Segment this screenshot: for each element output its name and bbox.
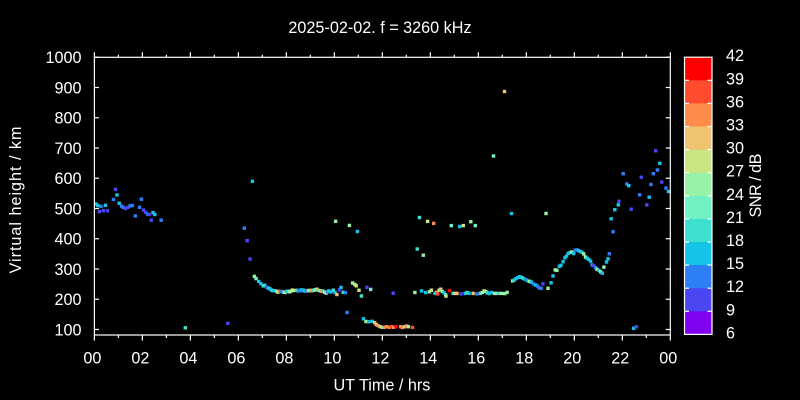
svg-text:12: 12 — [726, 278, 744, 296]
svg-text:10: 10 — [323, 350, 341, 368]
svg-text:18: 18 — [726, 232, 744, 250]
svg-text:800: 800 — [54, 110, 81, 128]
svg-text:9: 9 — [726, 301, 735, 319]
svg-text:1000: 1000 — [45, 49, 81, 67]
svg-text:06: 06 — [227, 350, 245, 368]
svg-text:00: 00 — [659, 350, 677, 368]
svg-text:36: 36 — [726, 93, 744, 111]
svg-text:02: 02 — [131, 350, 149, 368]
svg-text:39: 39 — [726, 70, 744, 88]
svg-text:18: 18 — [515, 350, 533, 368]
svg-text:SNR / dB: SNR / dB — [747, 154, 765, 218]
svg-text:22: 22 — [611, 350, 629, 368]
svg-text:00: 00 — [83, 350, 101, 368]
svg-text:100: 100 — [54, 321, 81, 339]
svg-text:20: 20 — [563, 350, 581, 368]
svg-text:30: 30 — [726, 140, 744, 158]
svg-text:200: 200 — [54, 291, 81, 309]
svg-text:04: 04 — [179, 350, 197, 368]
svg-text:33: 33 — [726, 117, 744, 135]
svg-text:24: 24 — [726, 186, 744, 204]
svg-text:900: 900 — [54, 79, 81, 97]
svg-text:15: 15 — [726, 255, 744, 273]
svg-text:400: 400 — [54, 231, 81, 249]
svg-text:42: 42 — [726, 47, 744, 65]
svg-text:500: 500 — [54, 200, 81, 218]
svg-text:700: 700 — [54, 140, 81, 158]
svg-text:2025-02-02. f = 3260 kHz: 2025-02-02. f = 3260 kHz — [288, 19, 471, 37]
svg-text:Virtual height / km: Virtual height / km — [7, 127, 25, 274]
svg-text:6: 6 — [726, 324, 735, 342]
svg-text:27: 27 — [726, 163, 744, 181]
svg-text:12: 12 — [371, 350, 389, 368]
svg-text:21: 21 — [726, 209, 744, 227]
svg-text:14: 14 — [419, 350, 437, 368]
svg-text:600: 600 — [54, 170, 81, 188]
svg-text:UT Time / hrs: UT Time / hrs — [333, 377, 430, 395]
svg-text:300: 300 — [54, 261, 81, 279]
svg-text:08: 08 — [275, 350, 293, 368]
svg-text:16: 16 — [467, 350, 485, 368]
